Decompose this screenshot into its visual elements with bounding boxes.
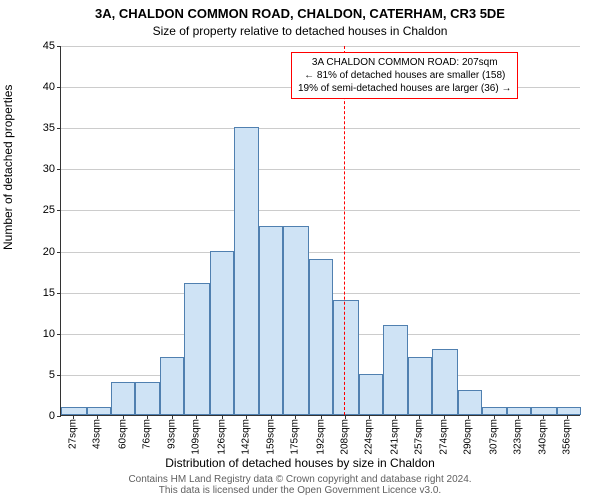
y-tick-label: 30 [43,163,55,175]
y-tick-label: 15 [43,287,55,299]
histogram-bar [458,390,482,415]
gridline [61,128,580,129]
x-tick-label: 224sqm [364,419,375,455]
histogram-bar [210,251,234,415]
histogram-bar [432,349,458,415]
y-tick-mark [57,252,61,253]
footer-text: Contains HM Land Registry data © Crown c… [0,474,600,496]
y-tick-label: 0 [49,410,55,422]
histogram-bar [531,407,557,415]
histogram-bar [507,407,531,415]
x-tick-label: 192sqm [316,419,327,455]
histogram-bar [234,127,260,415]
histogram-bar [309,259,333,415]
y-tick-mark [57,169,61,170]
x-tick-label: 76sqm [141,419,152,449]
y-tick-mark [57,128,61,129]
x-tick-label: 109sqm [191,419,202,455]
x-axis-label: Distribution of detached houses by size … [0,456,600,470]
annotation-line-3: 19% of semi-detached houses are larger (… [298,82,511,95]
x-tick-label: 93sqm [167,419,178,449]
x-tick-label: 340sqm [538,419,549,455]
histogram-bar [283,226,309,415]
y-tick-mark [57,210,61,211]
x-tick-label: 159sqm [266,419,277,455]
histogram-bar [408,357,432,415]
gridline [61,210,580,211]
y-tick-label: 20 [43,246,55,258]
histogram-bar [482,407,508,415]
y-tick-label: 35 [43,122,55,134]
histogram-bar [557,407,581,415]
gridline [61,169,580,170]
x-tick-label: 241sqm [389,419,400,455]
histogram-bar [87,407,111,415]
annotation-line-1: 3A CHALDON COMMON ROAD: 207sqm [298,56,511,69]
chart-title: 3A, CHALDON COMMON ROAD, CHALDON, CATERH… [0,6,600,21]
histogram-bar [259,226,283,415]
x-tick-label: 307sqm [488,419,499,455]
histogram-bar [61,407,87,415]
x-tick-label: 274sqm [439,419,450,455]
x-tick-label: 142sqm [240,419,251,455]
histogram-bar [359,374,383,415]
histogram-bar [111,382,135,415]
x-tick-label: 290sqm [463,419,474,455]
gridline [61,252,580,253]
x-tick-label: 126sqm [216,419,227,455]
y-tick-mark [57,87,61,88]
histogram-plot: 3A CHALDON COMMON ROAD: 207sqm ← 81% of … [60,46,580,416]
x-tick-label: 323sqm [512,419,523,455]
gridline [61,46,580,47]
y-tick-label: 25 [43,204,55,216]
y-tick-label: 40 [43,81,55,93]
y-tick-label: 5 [49,369,55,381]
y-tick-mark [57,293,61,294]
y-tick-mark [57,416,61,417]
histogram-bar [135,382,161,415]
x-tick-label: 257sqm [413,419,424,455]
histogram-bar [160,357,184,415]
histogram-bar [184,283,210,415]
annotation-line-2: ← 81% of detached houses are smaller (15… [298,69,511,82]
y-tick-mark [57,46,61,47]
x-tick-label: 356sqm [562,419,573,455]
y-tick-mark [57,334,61,335]
y-tick-label: 10 [43,328,55,340]
chart-subtitle: Size of property relative to detached ho… [0,24,600,38]
y-tick-mark [57,375,61,376]
x-tick-label: 27sqm [68,419,79,449]
histogram-bar [333,300,359,415]
reference-line [344,46,345,415]
y-tick-label: 45 [43,40,55,52]
y-axis-label: Number of detached properties [1,85,15,250]
x-tick-label: 208sqm [340,419,351,455]
x-tick-label: 43sqm [92,419,103,449]
x-tick-label: 175sqm [290,419,301,455]
annotation-box: 3A CHALDON COMMON ROAD: 207sqm ← 81% of … [291,52,518,99]
histogram-bar [383,325,409,415]
x-tick-label: 60sqm [117,419,128,449]
